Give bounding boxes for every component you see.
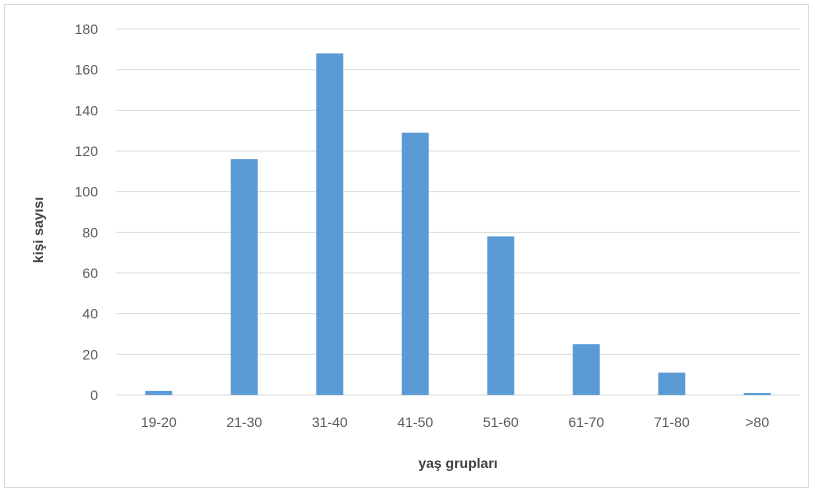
y-tick-label: 180 (75, 21, 99, 37)
y-tick-label: 140 (75, 102, 99, 118)
bar->80 (743, 392, 771, 395)
x-tick-label: 19-20 (141, 414, 177, 430)
y-tick-label: 60 (82, 265, 98, 281)
bar-41-50 (401, 132, 429, 395)
x-tick-labels: 19-20 21-30 31-40 41-50 51-60 61-70 71-80 >80 (141, 414, 769, 430)
x-tick-label: 21-30 (226, 414, 262, 430)
x-axis-title: yaş grupları (418, 455, 497, 471)
bar-19-20 (145, 390, 173, 395)
y-axis-title: kişi sayısı (30, 197, 46, 263)
bar-71-80 (658, 372, 686, 395)
bars (145, 53, 771, 396)
x-tick-label: >80 (745, 414, 769, 430)
y-tick-label: 40 (82, 306, 98, 322)
x-tick-label: 41-50 (397, 414, 433, 430)
bar-31-40 (316, 53, 344, 396)
gridlines (116, 28, 800, 396)
y-tick-label: 80 (82, 224, 98, 240)
x-tick-label: 61-70 (568, 414, 604, 430)
y-tick-label: 100 (75, 184, 99, 200)
y-tick-label: 120 (75, 143, 99, 159)
x-tick-label: 51-60 (483, 414, 519, 430)
y-tick-label: 20 (82, 346, 98, 362)
y-tick-label: 160 (75, 62, 99, 78)
y-tick-labels: 0 20 40 60 80 100 120 140 160 180 (75, 21, 99, 403)
x-tick-label: 31-40 (312, 414, 348, 430)
bar-61-70 (572, 344, 600, 395)
bar-21-30 (230, 159, 258, 395)
x-tick-label: 71-80 (654, 414, 690, 430)
y-tick-label: 0 (90, 387, 98, 403)
bar-51-60 (487, 236, 515, 395)
